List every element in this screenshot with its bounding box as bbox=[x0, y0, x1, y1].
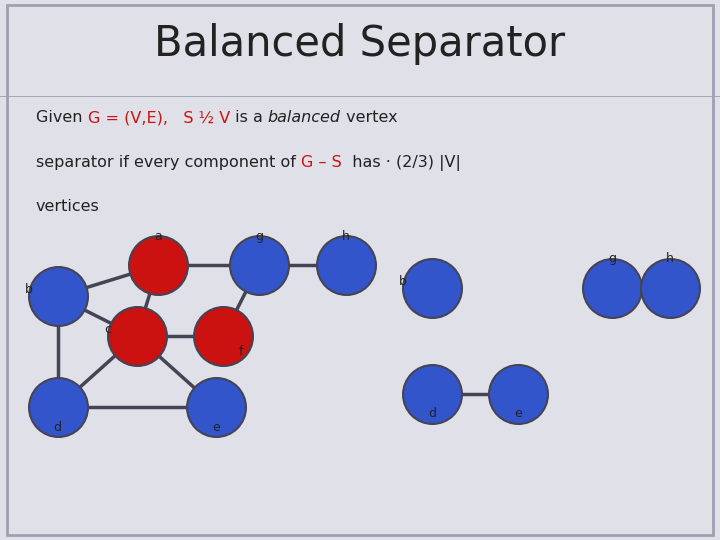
Text: e: e bbox=[212, 421, 220, 434]
Text: vertex: vertex bbox=[341, 111, 397, 125]
Text: f: f bbox=[239, 346, 243, 359]
Text: b: b bbox=[400, 275, 407, 288]
Text: d: d bbox=[428, 408, 436, 421]
Point bbox=[52, 292, 63, 301]
Point bbox=[664, 284, 675, 292]
Text: G = (V,E),: G = (V,E), bbox=[88, 111, 168, 125]
Text: vertices: vertices bbox=[36, 199, 100, 214]
Text: is a: is a bbox=[230, 111, 268, 125]
Text: b: b bbox=[25, 284, 32, 296]
Text: G – S: G – S bbox=[301, 155, 342, 170]
Text: a: a bbox=[155, 231, 162, 244]
Text: h: h bbox=[666, 253, 673, 266]
Text: g: g bbox=[255, 231, 264, 244]
Point bbox=[52, 403, 63, 411]
Point bbox=[606, 284, 618, 292]
Text: Given: Given bbox=[36, 111, 88, 125]
Text: Balanced Separator: Balanced Separator bbox=[154, 23, 566, 65]
Point bbox=[210, 403, 222, 411]
Text: S ½ V: S ½ V bbox=[168, 111, 230, 125]
Point bbox=[426, 284, 438, 292]
Text: h: h bbox=[342, 231, 349, 244]
Point bbox=[513, 389, 524, 398]
Point bbox=[131, 332, 143, 341]
Text: d: d bbox=[53, 421, 62, 434]
Point bbox=[217, 332, 229, 341]
Point bbox=[426, 389, 438, 398]
Text: g: g bbox=[608, 253, 616, 266]
Text: e: e bbox=[515, 408, 522, 421]
Point bbox=[340, 261, 351, 270]
Text: separator if every component of: separator if every component of bbox=[36, 155, 301, 170]
Point bbox=[253, 261, 265, 270]
Text: c: c bbox=[104, 323, 112, 336]
Text: has · (2/3) |V|: has · (2/3) |V| bbox=[342, 155, 461, 171]
Point bbox=[153, 261, 164, 270]
Text: balanced: balanced bbox=[268, 111, 341, 125]
